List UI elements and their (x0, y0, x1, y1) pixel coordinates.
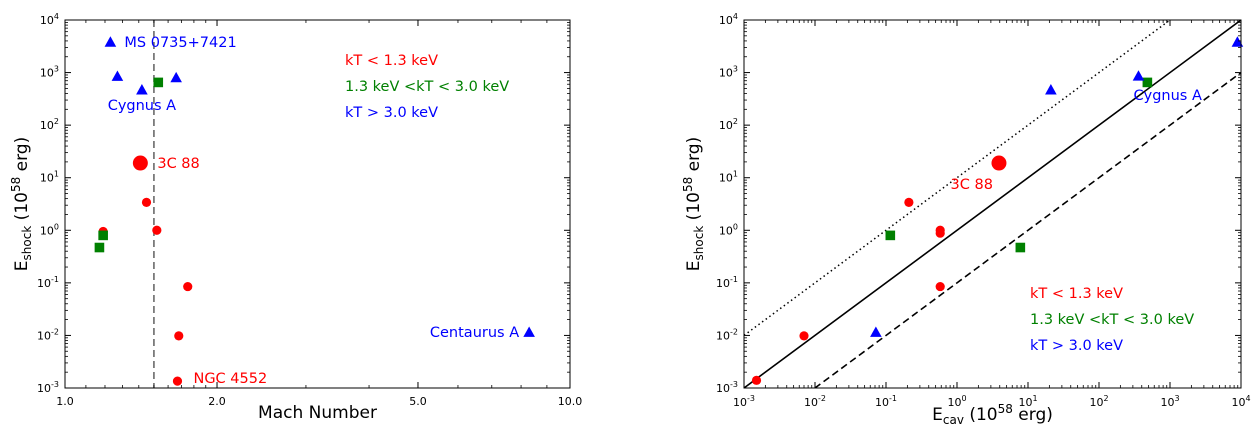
data-point-circle (935, 281, 945, 292)
annotation-label: MS 0735+7421 (124, 35, 236, 51)
y-tick-label: 104 (40, 12, 59, 27)
y-tick-label: 101 (719, 170, 738, 185)
panel-mach-number: 10-3 10-2 10-1 100 101 102 103 104 1.0 2.0 5.0 10.0… (9, 12, 582, 423)
y-axis-label: Eshock (1058 erg) (681, 137, 706, 271)
x-tick-label: 10-1 (875, 394, 897, 409)
legend-entry: kT > 3.0 keV (1030, 338, 1123, 354)
data-point-circle (174, 331, 184, 341)
annotation-label: Cygnus A (1133, 88, 1201, 104)
x-tick-label: 103 (1160, 394, 1179, 409)
annotation-label: 3C 88 (951, 177, 993, 193)
series-mid (885, 77, 1153, 253)
y-tick-label: 10-1 (37, 275, 59, 290)
y-tick-label: 10-1 (716, 275, 738, 290)
x-tick-label: 10.0 (558, 395, 583, 408)
data-point-circle (799, 331, 809, 341)
annotation-label: 3C 88 (157, 156, 199, 172)
data-point-triangle (1045, 84, 1057, 95)
equality-line (744, 20, 1241, 388)
y-tick-label: 103 (719, 65, 738, 80)
annotation-label: Cygnus A (108, 98, 176, 114)
series-high (104, 36, 535, 337)
y-axis-label: Eshock (1058 erg) (9, 137, 34, 271)
y-tick-label: 10-3 (37, 380, 59, 395)
x-tick-label: 100 (947, 394, 966, 409)
annotation-label: Centaurus A (430, 325, 519, 341)
legend: kT < 1.3 keV 1.3 keV <kT < 3.0 keV kT > 3.… (345, 53, 509, 121)
y-tick-label: 104 (719, 12, 738, 27)
plot-frame (64, 19, 571, 389)
y-tick-label: 102 (40, 117, 59, 132)
y-tick-label: 100 (40, 222, 59, 237)
series-low (98, 155, 193, 386)
data-point-triangle (870, 326, 882, 337)
y-tick-label: 103 (40, 65, 59, 80)
x-axis-label: Mach Number (258, 403, 377, 423)
data-point-square (153, 77, 164, 88)
data-point-circle (991, 155, 1007, 171)
x-tick-label: 1.0 (56, 395, 74, 408)
data-point-square (98, 230, 108, 241)
data-point-triangle (111, 70, 124, 81)
data-point-triangle (1231, 36, 1244, 47)
data-point-circle (132, 155, 148, 171)
data-point-circle (141, 197, 152, 207)
data-point-circle (935, 228, 945, 238)
y-tick-label: 10-3 (716, 380, 738, 395)
panel-cavity-energy: 10-3 10-2 10-1 100 101 102 103 104 10-3 10-2 10-1 1… (681, 12, 1251, 427)
legend-entry: 1.3 keV <kT < 3.0 keV (345, 79, 509, 95)
x-tick-label: 10-2 (804, 394, 826, 409)
data-point-circle (152, 225, 162, 235)
data-point-square (885, 230, 896, 241)
x-tick-label: 101 (1018, 394, 1037, 409)
data-point-triangle (523, 326, 535, 337)
data-point-triangle (136, 84, 148, 95)
x-tick-label: 104 (1231, 394, 1250, 409)
y-tick-label: 10-2 (716, 327, 738, 342)
x-tick-label: 5.0 (409, 395, 427, 408)
data-point-triangle (104, 36, 117, 47)
legend: kT < 1.3 keV 1.3 keV <kT < 3.0 keV kT > 3.… (1030, 286, 1194, 354)
data-point-square (1015, 242, 1026, 253)
series-low (751, 155, 1007, 385)
plot-frame (743, 19, 1242, 389)
data-point-square (94, 242, 105, 253)
data-point-triangle (170, 71, 182, 83)
data-point-circle (751, 375, 762, 385)
data-point-circle (904, 197, 914, 207)
x-tick-label: 2.0 (208, 395, 226, 408)
x-tick-label: 10-3 (733, 394, 755, 409)
data-point-square (1142, 77, 1153, 88)
y-tick-label: 101 (40, 170, 59, 185)
y-tick-label: 102 (719, 117, 738, 132)
data-point-circle (183, 281, 193, 292)
data-point-circle (172, 376, 183, 386)
ratio-0.1-line (813, 71, 1241, 388)
y-tick-label: 10-2 (37, 327, 59, 342)
x-tick-label: 102 (1089, 394, 1108, 409)
data-point-triangle (1132, 70, 1145, 81)
legend-entry: kT > 3.0 keV (345, 105, 438, 121)
series-high (870, 36, 1244, 337)
legend-entry: kT < 1.3 keV (1030, 286, 1123, 302)
reference-lines (744, 20, 1241, 388)
y-tick-label: 100 (719, 222, 738, 237)
x-axis-label: Ecav (1058 erg) (932, 402, 1053, 427)
legend-entry: 1.3 keV <kT < 3.0 keV (1030, 312, 1194, 328)
legend-entry: kT < 1.3 keV (345, 53, 438, 69)
annotation-label: NGC 4552 (193, 371, 267, 387)
ratio-10-line (744, 20, 1172, 337)
series-mid (94, 77, 164, 253)
